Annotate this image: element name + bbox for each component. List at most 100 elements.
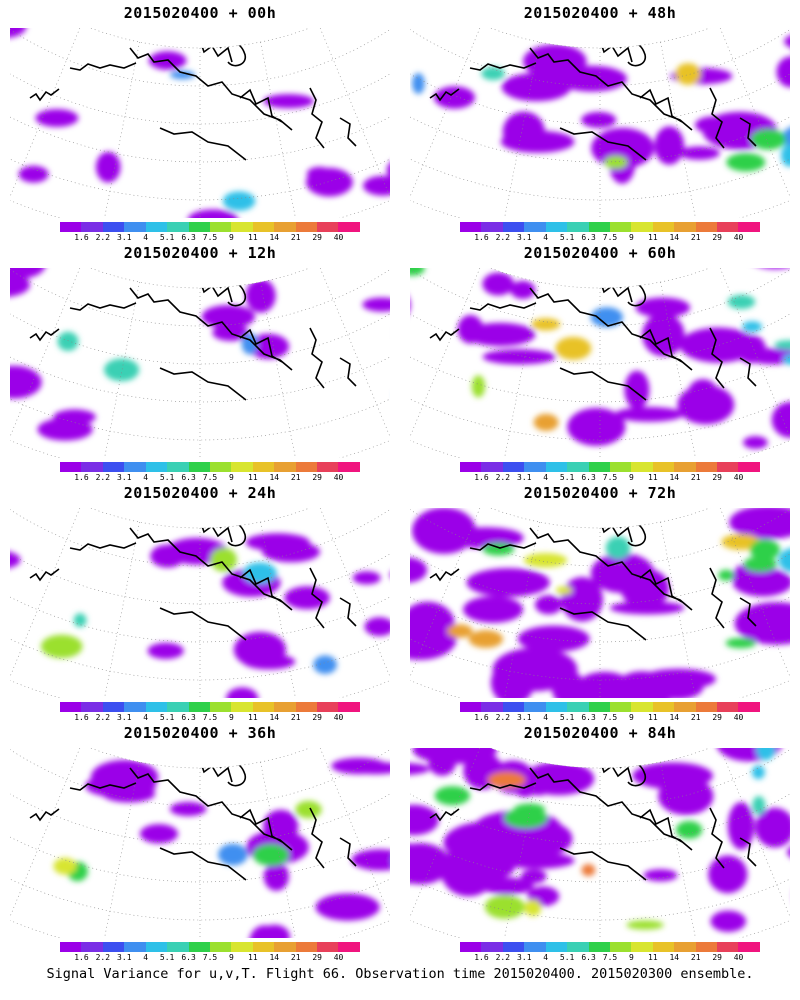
colorbar-label: 21 <box>690 473 701 482</box>
colorbar-label: 3.1 <box>117 233 132 242</box>
colorbar-cell <box>524 702 546 712</box>
colorbar-cell <box>102 702 125 712</box>
colorbar-label: 6.3 <box>181 713 196 722</box>
colorbar-label: 5.1 <box>159 473 175 482</box>
colorbar-cell <box>231 462 253 472</box>
forecast-panel: 2015020400 + 12h 1.6 2.2 3.1 4 5.1 6.3 7.5 9 11 14… <box>0 240 400 490</box>
panel-title: 2015020400 + 48h <box>523 4 677 22</box>
colorbar-label: 5.1 <box>559 713 575 722</box>
colorbar-cell <box>60 942 82 952</box>
colorbar-cell <box>545 222 568 232</box>
colorbar-cell <box>674 942 696 952</box>
colorbar-label: 11 <box>248 953 258 962</box>
colorbar-cell <box>460 462 482 472</box>
colorbar-label: 40 <box>333 473 344 482</box>
colorbar-cell <box>695 702 718 712</box>
colorbar-cell <box>717 942 739 952</box>
colorbar-cell <box>588 702 610 712</box>
colorbar-label: 9 <box>629 233 634 242</box>
colorbar-label: 7.5 <box>202 233 218 242</box>
polar-map <box>10 748 390 938</box>
colorbar-cell <box>188 702 210 712</box>
colorbar-cell <box>317 222 339 232</box>
colorbar-cell <box>524 462 546 472</box>
colorbar-label: 11 <box>648 233 658 242</box>
colorbar-cell <box>717 462 739 472</box>
colorbar-label: 7.5 <box>602 953 618 962</box>
colorbar-cell <box>102 942 125 952</box>
colorbar-label: 1.6 <box>474 713 489 722</box>
colorbar-cell <box>274 222 296 232</box>
colorbar-cell <box>124 222 146 232</box>
colorbar-label: 3.1 <box>517 713 532 722</box>
coastline <box>29 519 357 641</box>
colorbar-label: 4 <box>143 713 149 722</box>
colorbar-label: 7.5 <box>602 473 618 482</box>
colorbar-label: 40 <box>733 713 744 722</box>
graticule <box>10 268 390 458</box>
colorbar-labels: 1.6 2.2 3.1 4 5.1 6.3 7.5 9 11 14 21 29 40 <box>60 233 360 245</box>
colorbar-labels: 1.6 2.2 3.1 4 5.1 6.3 7.5 9 11 14 21 29 40 <box>460 473 760 485</box>
graticule <box>10 508 390 698</box>
colorbar-cell <box>167 702 189 712</box>
colorbar-label: 4 <box>143 233 149 242</box>
colorbar-cell <box>460 942 482 952</box>
colorbar-label: 5.1 <box>159 953 175 962</box>
colorbar-label: 40 <box>333 953 344 962</box>
colorbar-cell <box>502 462 525 472</box>
colorbar-cell <box>274 942 296 952</box>
colorbar-label: 9 <box>629 473 634 482</box>
colorbar-cell <box>188 462 210 472</box>
colorbar-label: 5.1 <box>559 473 575 482</box>
colorbar-cell <box>274 462 296 472</box>
colorbar-cell <box>695 222 718 232</box>
colorbar-label: 14 <box>269 713 280 722</box>
colorbar-label: 5.1 <box>159 233 175 242</box>
colorbar-cell <box>252 942 275 952</box>
colorbar-labels: 1.6 2.2 3.1 4 5.1 6.3 7.5 9 11 14 21 29 40 <box>60 473 360 485</box>
polar-map <box>10 268 390 458</box>
colorbar-cell <box>609 942 632 952</box>
colorbar-cell <box>274 702 296 712</box>
colorbar-cell <box>502 702 525 712</box>
colorbar-label: 14 <box>669 713 680 722</box>
colorbar-cell <box>209 462 232 472</box>
colorbar-cell <box>338 222 360 232</box>
graticule <box>410 268 790 458</box>
colorbar-cell <box>209 942 232 952</box>
colorbar-label: 21 <box>290 233 301 242</box>
variance-field <box>10 268 390 441</box>
colorbar-label: 21 <box>690 953 701 962</box>
colorbar <box>460 942 760 952</box>
colorbar-label: 6.3 <box>181 233 196 242</box>
colorbar-cell <box>295 942 318 952</box>
colorbar-cell <box>738 942 760 952</box>
colorbar-cell <box>231 222 253 232</box>
colorbar-label: 6.3 <box>581 713 596 722</box>
colorbar-label: 21 <box>290 713 301 722</box>
colorbar-label: 21 <box>290 953 301 962</box>
colorbar-labels: 1.6 2.2 3.1 4 5.1 6.3 7.5 9 11 14 21 29 40 <box>460 233 760 245</box>
coastline <box>29 39 357 161</box>
colorbar <box>60 942 360 952</box>
colorbar <box>460 222 760 232</box>
colorbar-cell <box>60 702 82 712</box>
colorbar-label: 3.1 <box>117 473 132 482</box>
variance-field <box>410 748 790 932</box>
colorbar-label: 1.6 <box>474 953 489 962</box>
colorbar-cell <box>167 462 189 472</box>
colorbar-label: 29 <box>312 953 322 962</box>
colorbar-label: 21 <box>290 473 301 482</box>
colorbar-cell <box>502 222 525 232</box>
colorbar-cell <box>81 462 103 472</box>
colorbar-cell <box>717 222 739 232</box>
colorbar-cell <box>124 702 146 712</box>
colorbar-cell <box>695 462 718 472</box>
colorbar-label: 5.1 <box>159 713 175 722</box>
coastline <box>29 279 357 401</box>
colorbar-cell <box>524 942 546 952</box>
colorbar-labels: 1.6 2.2 3.1 4 5.1 6.3 7.5 9 11 14 21 29 40 <box>60 953 360 965</box>
colorbar-label: 11 <box>648 953 658 962</box>
colorbar-cell <box>738 222 760 232</box>
colorbar <box>460 702 760 712</box>
